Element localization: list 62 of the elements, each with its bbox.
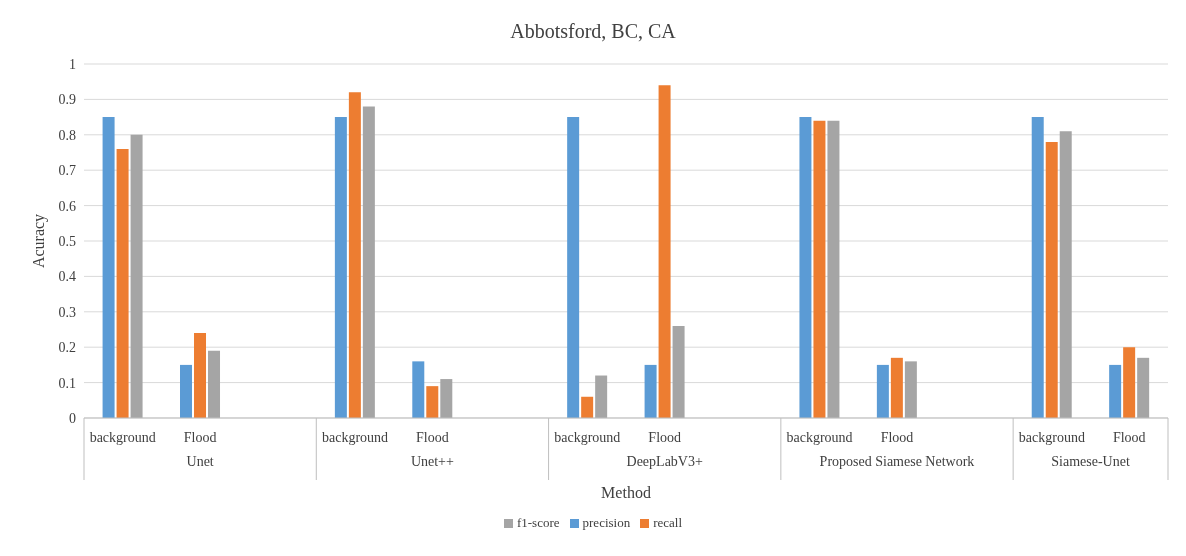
bar	[1109, 364, 1122, 418]
bar	[194, 333, 207, 418]
bar	[1123, 347, 1136, 418]
bar	[180, 364, 193, 418]
legend-label: precision	[582, 515, 631, 530]
y-tick-label: 0.4	[58, 269, 76, 285]
bar	[130, 134, 143, 418]
bar	[1059, 131, 1072, 418]
bar	[813, 120, 826, 418]
bar	[658, 85, 671, 418]
x-axis-title: Method	[600, 484, 652, 502]
y-tick-label: 0.3	[58, 304, 76, 320]
y-tick-label: 0.2	[58, 340, 76, 356]
x-tick-label: background	[1018, 429, 1085, 445]
y-axis-title: Acuracy	[29, 213, 48, 269]
bar	[672, 325, 685, 418]
x-tick-label: Flood	[1112, 429, 1146, 445]
y-tick-label: 0	[69, 410, 76, 426]
bar	[208, 350, 221, 418]
bar	[348, 92, 361, 418]
legend-label: recall	[653, 515, 683, 530]
bar	[567, 117, 580, 418]
bar	[644, 364, 657, 418]
bar	[426, 386, 439, 418]
bar	[904, 361, 917, 418]
chart-title: Abbotsford, BC, CA	[509, 20, 677, 43]
x-tick-label: background	[321, 429, 389, 445]
y-tick-label: 0.1	[58, 375, 76, 391]
x-tick-label: Flood	[648, 429, 682, 445]
legend-label: f1-score	[516, 515, 560, 530]
bar	[1031, 117, 1044, 418]
bar	[1137, 357, 1150, 418]
x-tick-label: background	[786, 429, 853, 445]
text: Unet	[185, 454, 215, 470]
y-tick-label: 0.5	[58, 233, 76, 249]
y-tick-label: 0.7	[58, 163, 76, 179]
x-tick-label: background	[554, 429, 621, 445]
y-tick-label: 0.9	[58, 92, 76, 108]
bar	[581, 396, 594, 418]
bar	[362, 106, 375, 418]
bar	[412, 361, 425, 418]
bar	[102, 117, 115, 418]
text: DeepLabV3+	[625, 454, 704, 470]
bar	[595, 375, 608, 418]
x-tick-label: background	[89, 429, 156, 445]
bar	[827, 120, 840, 418]
bar	[116, 148, 129, 418]
bar	[799, 117, 812, 418]
text: Proposed Siamese Network	[818, 454, 976, 470]
y-tick-label: 0.6	[58, 198, 76, 214]
text: Siamese-Unet	[1050, 454, 1131, 470]
y-tick-label: 0.8	[58, 127, 76, 143]
bar	[876, 364, 889, 418]
text: Unet++	[409, 454, 455, 470]
x-tick-label: Flood	[183, 429, 217, 445]
bar	[890, 357, 903, 418]
bar	[440, 379, 453, 418]
y-tick-label: 1	[69, 56, 76, 72]
bar	[334, 117, 347, 418]
bar	[1045, 141, 1058, 418]
x-tick-label: Flood	[416, 429, 449, 445]
x-tick-label: Flood	[880, 429, 914, 445]
